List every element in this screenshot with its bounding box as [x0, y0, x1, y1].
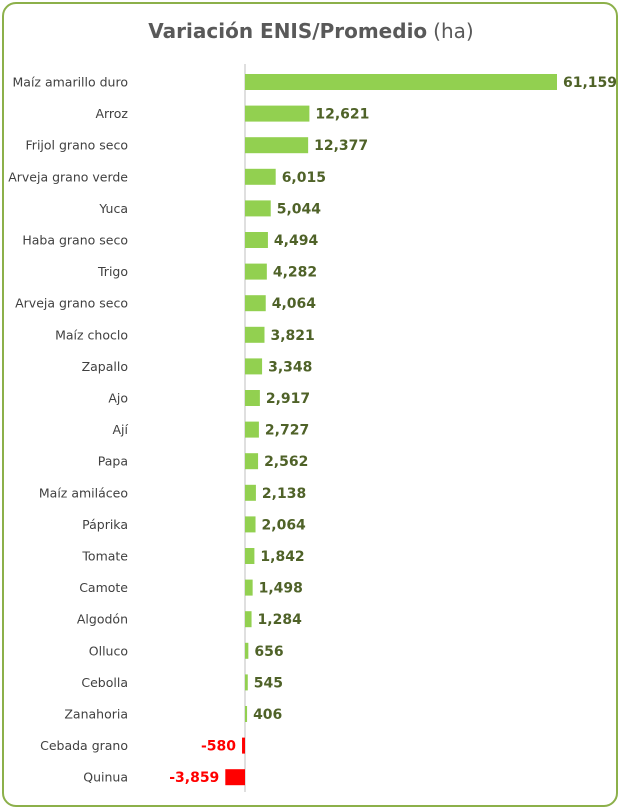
- category-label-4: Yuca: [98, 201, 128, 216]
- value-label-2: 12,377: [314, 138, 368, 154]
- value-label-5: 4,494: [274, 233, 319, 249]
- chart-title: Variación ENIS/Promedio (ha): [148, 19, 473, 43]
- value-label-21: -580: [201, 739, 236, 755]
- category-label-7: Arveja grano seco: [15, 296, 128, 311]
- category-label-12: Papa: [98, 454, 128, 469]
- chart-title-main: Variación ENIS/Promedio: [148, 19, 427, 43]
- bar-22: [225, 769, 245, 786]
- value-label-3: 6,015: [282, 170, 326, 186]
- category-label-14: Páprika: [82, 517, 128, 532]
- value-label-1: 12,621: [315, 107, 369, 123]
- category-label-13: Maíz amiláceo: [39, 485, 128, 500]
- bar-12: [245, 453, 259, 470]
- value-label-0: 61,159: [563, 75, 617, 91]
- value-label-10: 2,917: [266, 391, 310, 407]
- chart-title-unit: (ha): [433, 19, 474, 43]
- bar-4: [245, 200, 271, 217]
- bar-16: [245, 579, 253, 596]
- category-label-9: Zapallo: [82, 359, 128, 374]
- category-label-11: Ají: [113, 422, 129, 437]
- category-label-18: Olluco: [89, 643, 128, 658]
- bar-17: [245, 611, 252, 628]
- category-label-2: Frijol grano seco: [26, 138, 128, 153]
- bar-6: [245, 263, 267, 280]
- bar-19: [245, 674, 248, 691]
- category-label-15: Tomate: [81, 549, 128, 564]
- bar-21: [242, 737, 245, 754]
- value-label-14: 2,064: [262, 517, 307, 533]
- category-label-17: Algodón: [77, 612, 128, 627]
- value-label-6: 4,282: [273, 265, 317, 281]
- bar-7: [245, 295, 266, 312]
- category-label-1: Arroz: [95, 106, 128, 121]
- value-label-17: 1,284: [258, 612, 303, 628]
- value-label-20: 406: [253, 707, 282, 723]
- bar-15: [245, 548, 255, 564]
- bar-10: [245, 390, 260, 406]
- category-label-22: Quinua: [83, 770, 128, 785]
- category-label-8: Maíz choclo: [55, 327, 128, 342]
- bar-3: [245, 168, 276, 185]
- value-label-18: 656: [254, 644, 283, 660]
- bar-5: [245, 232, 268, 248]
- value-label-4: 5,044: [277, 201, 322, 217]
- category-label-5: Haba grano seco: [22, 233, 128, 248]
- bar-2: [245, 137, 309, 154]
- bar-13: [245, 484, 256, 501]
- category-label-21: Cebada grano: [40, 738, 128, 753]
- category-label-3: Arveja grano verde: [8, 169, 128, 184]
- value-label-11: 2,727: [265, 423, 309, 439]
- value-label-7: 4,064: [272, 296, 317, 312]
- category-label-20: Zanahoria: [64, 707, 128, 722]
- bar-11: [245, 421, 259, 438]
- value-label-13: 2,138: [262, 486, 306, 502]
- bar-0: [245, 74, 557, 90]
- value-label-9: 3,348: [268, 359, 312, 375]
- category-label-16: Camote: [79, 580, 128, 595]
- bar-14: [245, 516, 256, 533]
- category-label-6: Trigo: [97, 264, 128, 279]
- value-label-16: 1,498: [259, 581, 303, 597]
- category-label-0: Maíz amarillo duro: [13, 75, 129, 90]
- value-label-12: 2,562: [264, 454, 308, 470]
- category-label-10: Ajo: [108, 391, 128, 406]
- value-label-8: 3,821: [270, 328, 314, 344]
- bar-1: [245, 105, 310, 122]
- value-label-22: -3,859: [169, 770, 219, 786]
- bar-9: [245, 358, 263, 375]
- value-label-19: 545: [254, 675, 283, 691]
- bar-20: [245, 706, 248, 722]
- value-label-15: 1,842: [260, 549, 304, 565]
- category-label-19: Cebolla: [81, 675, 128, 690]
- bar-18: [245, 642, 249, 659]
- bar-8: [245, 326, 265, 343]
